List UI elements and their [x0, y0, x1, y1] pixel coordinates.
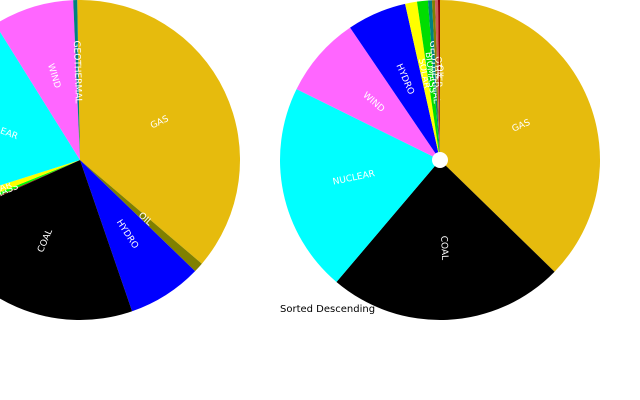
slice-label-coal: COAL: [438, 236, 449, 261]
pie-slice-wind: [0, 0, 80, 160]
pie-slice-solar: [0, 160, 80, 193]
chart-caption: Sorted Descending: [280, 304, 375, 315]
pie-slice-biomass: [416, 0, 440, 161]
pie-slice-other: [434, 0, 440, 161]
pie-slice-unlabeled: [431, 0, 440, 160]
pie-slice-oil: [437, 0, 440, 160]
pie-slice-gas: [77, 0, 240, 264]
pie-slice-wind: [296, 27, 440, 161]
pie-center-dot: [432, 152, 448, 168]
pie-slice-solar: [405, 1, 440, 161]
pie-slice-geothermal: [73, 0, 80, 160]
pie-slice-biomass: [0, 160, 80, 196]
slice-label-oil: OIL: [434, 65, 444, 80]
pie-slice-hydro: [350, 3, 440, 160]
pie-slice-unlabeled: [0, 160, 80, 197]
pie-slice-coal: [0, 160, 133, 320]
pie-slice-geothermal: [427, 0, 440, 161]
pie-slice-nuclear: [0, 31, 80, 186]
pie-slice-coal: [336, 160, 555, 321]
slice-label-other: OTHER: [432, 56, 443, 88]
pie-slice-gas: [440, 0, 600, 272]
pie-slice-oil: [80, 160, 202, 272]
pie-slice-hydro: [80, 160, 196, 312]
slice-label-geothermal: GEOTHERMAL: [71, 40, 83, 103]
pie-slice-nuclear: [280, 89, 440, 282]
